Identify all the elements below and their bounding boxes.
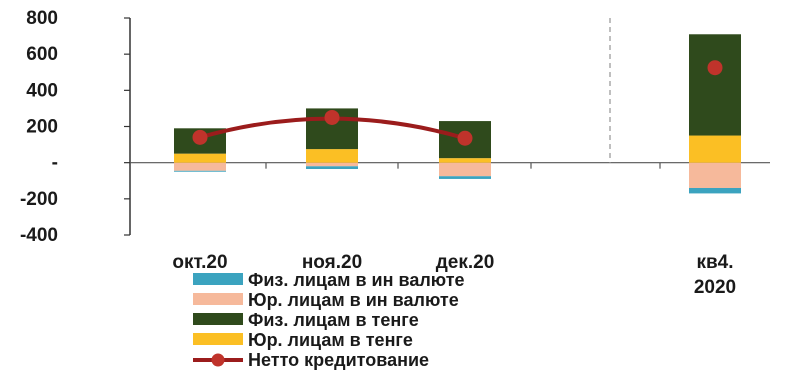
bar-segment	[174, 153, 226, 163]
y-tick-label: -400	[20, 225, 58, 246]
legend-label: Физ. лицам в тенге	[248, 310, 419, 330]
y-tick-label: 200	[26, 117, 58, 138]
net-line	[192, 60, 723, 146]
net-lending-point	[192, 129, 208, 145]
bar-segment	[689, 34, 741, 136]
net-lending-point	[457, 130, 473, 146]
legend-swatch	[193, 293, 243, 305]
bar-segment	[439, 176, 491, 179]
legend-swatch	[193, 333, 243, 345]
y-axis-ticks: 800 600 400 200 - -200 -400	[20, 8, 58, 246]
x-category-label: 2020	[694, 277, 736, 298]
legend-swatch	[193, 313, 243, 325]
bars	[174, 34, 741, 194]
legend-label: Физ. лицам в ин валюте	[248, 270, 465, 290]
bar-segment	[439, 158, 491, 163]
bar-segment	[306, 149, 358, 163]
x-category-label: кв4.	[696, 252, 733, 273]
legend-line-marker	[211, 353, 225, 367]
x-category-label: ноя.20	[302, 252, 362, 273]
x-axis-categories: окт.20 ноя.20 дек.20 кв4. 2020	[172, 252, 736, 298]
bar-segment	[689, 187, 741, 194]
x-category-label: окт.20	[172, 252, 227, 273]
bar-segment	[689, 135, 741, 163]
y-tick-label: 400	[26, 80, 58, 101]
y-tick-label: 600	[26, 44, 58, 65]
axes	[124, 17, 770, 236]
y-tick-label: -200	[20, 189, 58, 210]
y-tick-label: 800	[26, 8, 58, 29]
net-lending-point	[707, 60, 723, 76]
bar-segment	[174, 170, 226, 172]
x-category-label: дек.20	[436, 252, 495, 273]
legend-label: Юр. лицам в тенге	[248, 330, 413, 350]
legend-label: Нетто кредитование	[248, 350, 429, 370]
bar-segment	[439, 162, 491, 177]
bar-segment	[689, 162, 741, 188]
legend-label: Юр. лицам в ин валюте	[248, 290, 459, 310]
bar-segment	[306, 162, 358, 167]
bar-segment	[306, 166, 358, 169]
y-tick-label: -	[52, 153, 58, 174]
legend-swatch	[193, 273, 243, 285]
bar-segment	[174, 162, 226, 171]
net-lending-point	[324, 109, 340, 125]
